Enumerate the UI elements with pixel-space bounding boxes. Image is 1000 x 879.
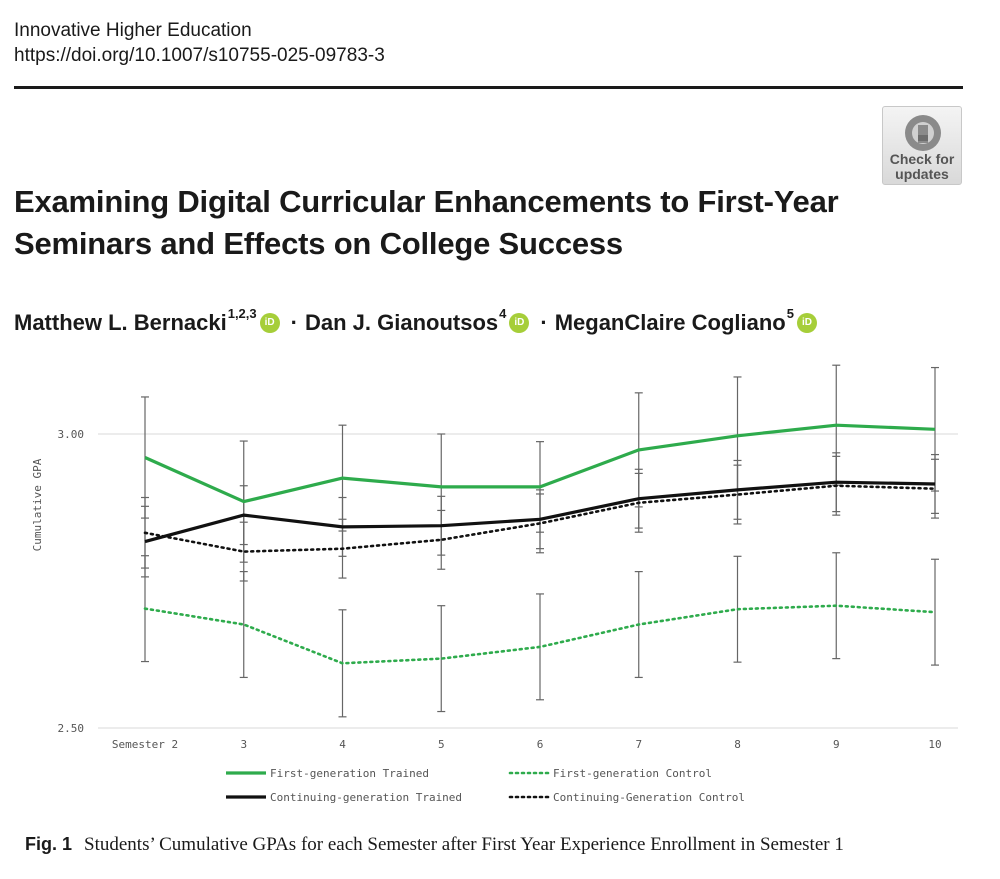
grid-layer [98,433,958,729]
series-layer [143,423,937,665]
journal-header: Innovative Higher Education https://doi.… [14,18,385,68]
legend-label: First-generation Trained [270,767,429,780]
y-tick-label: 3.00 [58,428,85,441]
check-for-updates-badge[interactable]: Check for updates [882,106,962,185]
x-tick-label: 6 [537,738,544,751]
author-affiliation: 1,2,3 [227,306,257,321]
y-axis-label: Cumulative GPA [31,458,44,551]
journal-name: Innovative Higher Education [14,20,252,41]
series-line-1 [143,604,937,665]
header-divider [14,86,963,89]
x-tick-label: 5 [438,738,445,751]
figure-label: Fig. 1 [25,834,73,854]
series-line-0 [144,423,936,504]
orcid-icon[interactable]: iD [509,313,530,333]
author-separator: · [540,310,548,335]
figure-caption: Fig. 1 Students’ Cumulative GPAs for each… [25,834,844,856]
author-affiliation: 5 [786,306,794,321]
x-tick-label: 4 [339,738,346,751]
author-affiliation: 4 [499,306,507,321]
author-list: Matthew L. Bernacki 1,2,3 iD · Dan J. Gi… [14,306,821,336]
orcid-icon[interactable]: iD [796,313,817,333]
author-name[interactable]: MeganClaire Cogliano [554,310,786,335]
series-line-3 [143,484,937,553]
y-tick-label: 2.50 [58,722,85,735]
doi-link[interactable]: https://doi.org/10.1007/s10755-025-09783… [14,45,385,66]
badge-line1: Check for [889,151,955,167]
legend-label: Continuing-generation Trained [270,791,462,804]
error-bar-layer [141,364,939,718]
x-tick-label: 3 [240,738,247,751]
x-tick-label: 10 [928,738,941,751]
series-line-2 [144,480,936,544]
author-name[interactable]: Matthew L. Bernacki [14,310,227,335]
orcid-icon[interactable]: iD [259,313,280,333]
x-tick-label: Semester 2 [112,738,178,751]
author-separator: · [290,310,298,335]
legend-label: Continuing-Generation Control [553,791,745,804]
axis-layer: 3.00 2.50 Cumulative GPA Semester 2 3 4 5 6 7 8 9 1… [31,428,942,751]
x-tick-label: 8 [734,738,741,751]
gpa-line-chart: 3.00 2.50 Cumulative GPA Semester 2 3 4 5 6 7 8 9 1… [31,364,958,804]
figure-caption-text: Students’ Cumulative GPAs for each Semes… [84,834,844,855]
legend: First-generation Trained First-generation… [226,767,745,804]
article-title: Examining Digital Curricular Enhancement… [14,184,839,261]
author-name[interactable]: Dan J. Gianoutsos [304,310,499,335]
legend-label: First-generation Control [553,767,712,780]
x-tick-label: 9 [833,738,840,751]
badge-line2: updates [895,166,949,182]
crossmark-icon [905,115,941,151]
x-tick-label: 7 [635,738,642,751]
